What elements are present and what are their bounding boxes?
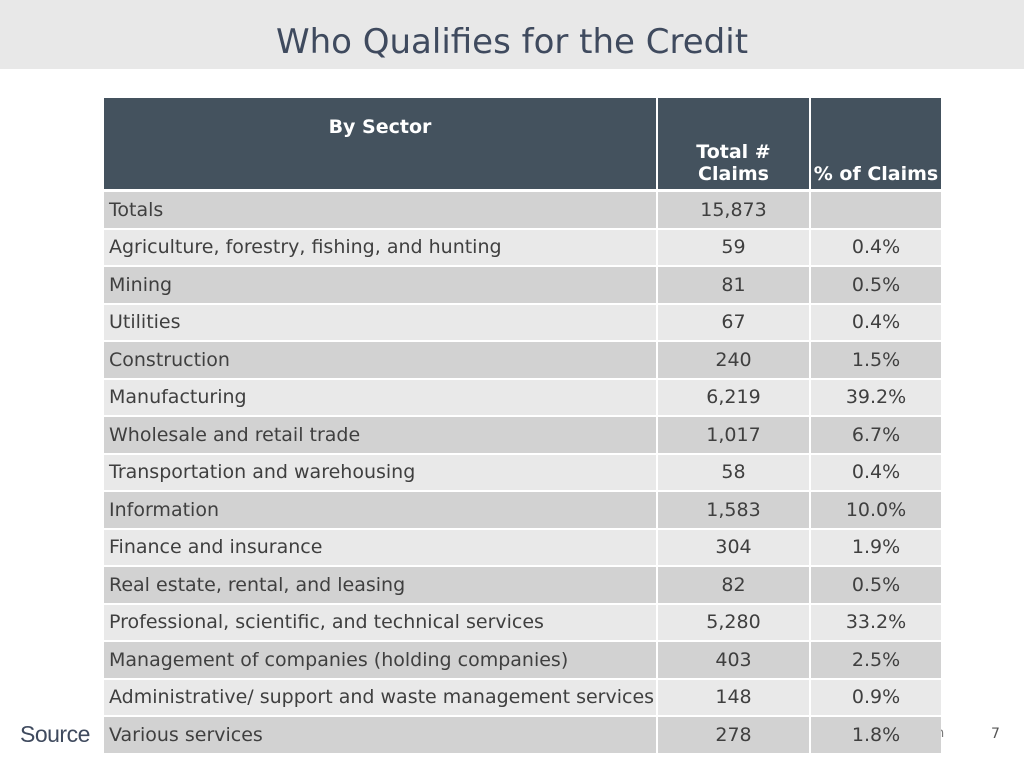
pct-claims-cell: 10.0%: [810, 491, 941, 530]
total-claims-cell: 240: [657, 341, 811, 380]
sector-cell: Real estate, rental, and leasing: [104, 566, 658, 605]
table-row: Finance and insurance 304 1.9%: [104, 528, 941, 567]
title-bar: [0, 0, 1024, 69]
sector-cell: Transportation and warehousing: [104, 453, 658, 492]
sector-cell: Agriculture, forestry, fishing, and hunt…: [104, 228, 658, 267]
table-row: Totals 15,873: [104, 190, 941, 230]
table-row: Utilities 67 0.4%: [104, 303, 941, 342]
pct-claims-cell: 0.5%: [810, 266, 941, 305]
page-number: 7: [991, 726, 1000, 742]
header-pct-claims: % of Claims: [810, 98, 941, 192]
sector-cell: Management of companies (holding compani…: [104, 641, 658, 680]
total-claims-cell: 67: [657, 303, 811, 342]
pct-claims-cell: 1.8%: [810, 716, 941, 755]
sector-cell: Wholesale and retail trade: [104, 416, 658, 455]
total-claims-cell: 1,583: [657, 491, 811, 530]
sector-cell: Professional, scientific, and technical …: [104, 603, 658, 642]
header-total-claims: Total # Claims: [657, 98, 811, 192]
table-header-row: By Sector Total # Claims % of Claims: [104, 98, 941, 192]
total-claims-cell: 59: [657, 228, 811, 267]
source-logo: Source: [20, 721, 90, 747]
table-row: Manufacturing 6,219 39.2%: [104, 378, 941, 417]
total-claims-cell: 6,219: [657, 378, 811, 417]
table-row: Management of companies (holding compani…: [104, 641, 941, 680]
sector-cell: Construction: [104, 341, 658, 380]
pct-claims-cell: 33.2%: [810, 603, 941, 642]
table-row: Construction 240 1.5%: [104, 341, 941, 380]
total-claims-cell: 1,017: [657, 416, 811, 455]
sector-cell: Various services: [104, 716, 658, 755]
total-claims-cell: 148: [657, 678, 811, 717]
sector-cell: Totals: [104, 190, 658, 230]
total-claims-cell: 81: [657, 266, 811, 305]
pct-claims-cell: 2.5%: [810, 641, 941, 680]
table-row: Real estate, rental, and leasing 82 0.5%: [104, 566, 941, 605]
total-claims-cell: 58: [657, 453, 811, 492]
table-row: Administrative/ support and waste manage…: [104, 678, 941, 717]
total-claims-cell: 304: [657, 528, 811, 567]
sector-cell: Mining: [104, 266, 658, 305]
pct-claims-cell: 1.5%: [810, 341, 941, 380]
pct-claims-cell: [810, 190, 941, 230]
table-row: Various services 278 1.8%: [104, 716, 941, 755]
pct-claims-cell: 0.9%: [810, 678, 941, 717]
sector-cell: Utilities: [104, 303, 658, 342]
table-row: Wholesale and retail trade 1,017 6.7%: [104, 416, 941, 455]
pct-claims-cell: 0.5%: [810, 566, 941, 605]
sector-cell: Manufacturing: [104, 378, 658, 417]
slide-title: Who Qualifies for the Credit: [275, 22, 749, 62]
table-row: Information 1,583 10.0%: [104, 491, 941, 530]
pct-claims-cell: 0.4%: [810, 453, 941, 492]
sector-cell: Finance and insurance: [104, 528, 658, 567]
pct-claims-cell: 39.2%: [810, 378, 941, 417]
total-claims-cell: 5,280: [657, 603, 811, 642]
header-by-sector-label: By Sector: [328, 115, 432, 138]
pct-claims-cell: 0.4%: [810, 228, 941, 267]
sector-claims-table: By Sector Total # Claims % of Claims Tot…: [104, 98, 941, 755]
pct-claims-cell: 0.4%: [810, 303, 941, 342]
sector-cell: Information: [104, 491, 658, 530]
total-claims-cell: 82: [657, 566, 811, 605]
table-row: Professional, scientific, and technical …: [104, 603, 941, 642]
table-row: Mining 81 0.5%: [104, 266, 941, 305]
total-claims-cell: 403: [657, 641, 811, 680]
header-by-sector: By Sector: [104, 98, 658, 192]
table-row: Agriculture, forestry, fishing, and hunt…: [104, 228, 941, 267]
sector-cell: Administrative/ support and waste manage…: [104, 678, 658, 717]
total-claims-cell: 278: [657, 716, 811, 755]
pct-claims-cell: 1.9%: [810, 528, 941, 567]
pct-claims-cell: 6.7%: [810, 416, 941, 455]
table-row: Transportation and warehousing 58 0.4%: [104, 453, 941, 492]
total-claims-cell: 15,873: [657, 190, 811, 230]
